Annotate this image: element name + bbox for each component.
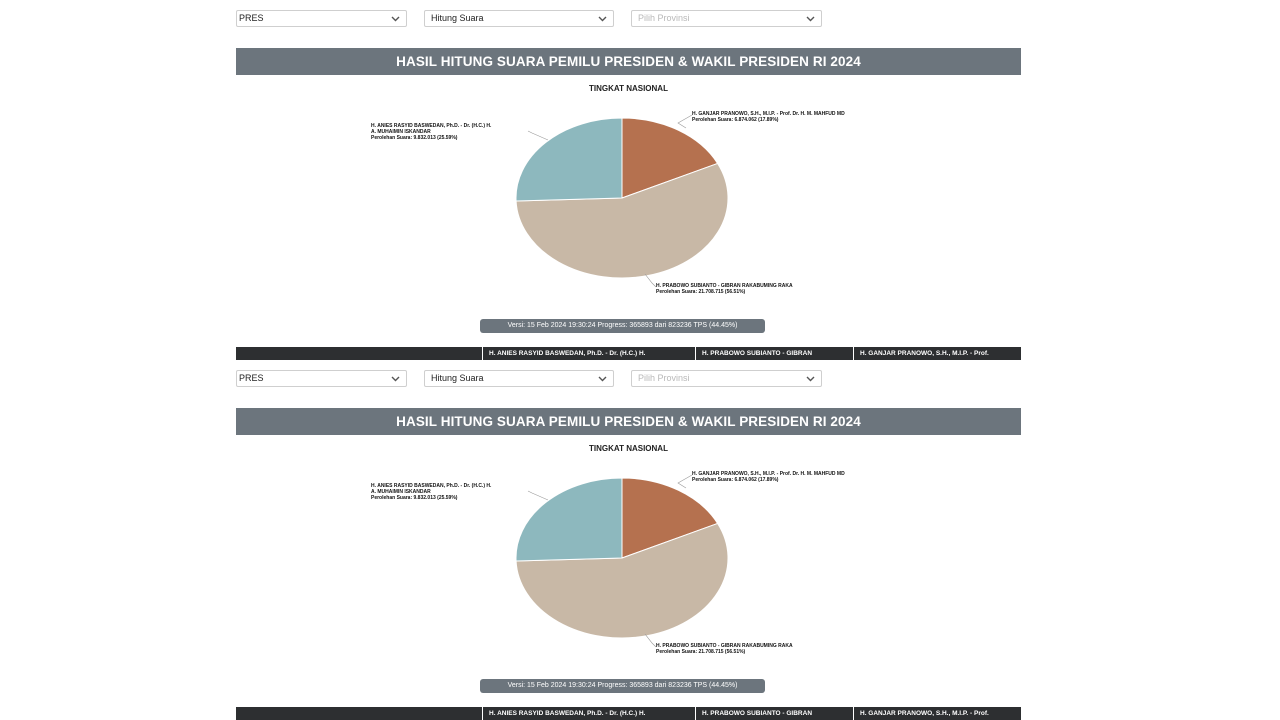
prabowo-name: H. PRABOWO SUBIANTO - GIBRAN RAKABUMING … xyxy=(656,283,793,289)
label-leader-line xyxy=(527,130,549,141)
anies-votes: Perolehan Suara: 9.832.013 (25.59%) xyxy=(371,135,458,141)
header-prabowo[interactable]: H. PRABOWO SUBIANTO - GIBRAN xyxy=(695,347,853,360)
page-title: HASIL HITUNG SUARA PEMILU PRESIDEN & WAK… xyxy=(236,408,1021,435)
mode-select[interactable]: Hitung Suara xyxy=(424,370,614,387)
anies-name-line2: A. MUHAIMIN ISKANDAR xyxy=(371,129,431,135)
province-select[interactable]: Pilih Provinsi xyxy=(631,370,822,387)
anies-name-line1: H. ANIES RASYID BASWEDAN, Ph.D. - Dr. (H… xyxy=(371,123,492,129)
chevron-down-icon xyxy=(598,376,607,382)
chart-subtitle: TINGKAT NASIONAL xyxy=(589,444,668,453)
anies-name-line1: H. ANIES RASYID BASWEDAN, Ph.D. - Dr. (H… xyxy=(371,483,492,489)
election-panel: PRES Hitung Suara Pilih Provinsi HASIL H… xyxy=(0,360,1280,720)
election-type-value: PRES xyxy=(239,373,264,383)
label-ganjar: H. GANJAR PRANOWO, S.H., M.I.P. - Prof. … xyxy=(692,471,912,483)
ganjar-name: H. GANJAR PRANOWO, S.H., M.I.P. - Prof. … xyxy=(692,111,845,117)
pie-chart xyxy=(515,474,729,648)
header-anies[interactable]: H. ANIES RASYID BASWEDAN, Ph.D. - Dr. (H… xyxy=(482,347,695,360)
header-ganjar[interactable]: H. GANJAR PRANOWO, S.H., M.I.P. - Prof. xyxy=(853,707,1021,720)
anies-name-line2: A. MUHAIMIN ISKANDAR xyxy=(371,489,431,495)
header-anies[interactable]: H. ANIES RASYID BASWEDAN, Ph.D. - Dr. (H… xyxy=(482,707,695,720)
election-type-value: PRES xyxy=(239,13,264,23)
election-type-select[interactable]: PRES xyxy=(236,10,407,27)
label-prabowo: H. PRABOWO SUBIANTO - GIBRAN RAKABUMING … xyxy=(656,643,856,655)
label-leader-line xyxy=(677,474,693,489)
election-type-select[interactable]: PRES xyxy=(236,370,407,387)
prabowo-votes: Perolehan Suara: 21.708.715 (56.51%) xyxy=(656,649,746,655)
label-prabowo: H. PRABOWO SUBIANTO - GIBRAN RAKABUMING … xyxy=(656,283,856,295)
chevron-down-icon xyxy=(391,16,400,22)
mode-value: Hitung Suara xyxy=(431,13,484,23)
prabowo-name: H. PRABOWO SUBIANTO - GIBRAN RAKABUMING … xyxy=(656,643,793,649)
label-leader-line xyxy=(527,490,549,501)
pie-slice-ganjar[interactable] xyxy=(621,117,719,199)
label-leader-line xyxy=(644,273,657,288)
prabowo-votes: Perolehan Suara: 21.708.715 (56.51%) xyxy=(656,289,746,295)
chevron-down-icon xyxy=(598,16,607,22)
ganjar-votes: Perolehan Suara: 6.874.062 (17.89%) xyxy=(692,117,779,123)
header-prabowo[interactable]: H. PRABOWO SUBIANTO - GIBRAN xyxy=(695,707,853,720)
chevron-down-icon xyxy=(806,376,815,382)
chart-subtitle: TINGKAT NASIONAL xyxy=(589,84,668,93)
election-panel: PRES Hitung Suara Pilih Provinsi HASIL H… xyxy=(236,10,1021,360)
anies-votes: Perolehan Suara: 9.832.013 (25.59%) xyxy=(371,495,458,501)
table-header: H. ANIES RASYID BASWEDAN, Ph.D. - Dr. (H… xyxy=(236,707,1021,720)
ganjar-votes: Perolehan Suara: 6.874.062 (17.89%) xyxy=(692,477,779,483)
pie-slice-prabowo[interactable] xyxy=(515,522,729,639)
page-title: HASIL HITUNG SUARA PEMILU PRESIDEN & WAK… xyxy=(236,48,1021,75)
mode-value: Hitung Suara xyxy=(431,373,484,383)
province-placeholder: Pilih Provinsi xyxy=(638,373,690,383)
version-badge: Versi: 15 Feb 2024 19:30:24 Progress: 36… xyxy=(480,679,765,693)
header-ganjar[interactable]: H. GANJAR PRANOWO, S.H., M.I.P. - Prof. xyxy=(853,347,1021,360)
label-anies: H. ANIES RASYID BASWEDAN, Ph.D. - Dr. (H… xyxy=(371,123,533,141)
chevron-down-icon xyxy=(391,376,400,382)
table-header: H. ANIES RASYID BASWEDAN, Ph.D. - Dr. (H… xyxy=(236,347,1021,360)
version-badge: Versi: 15 Feb 2024 19:30:24 Progress: 36… xyxy=(480,319,765,333)
mode-select[interactable]: Hitung Suara xyxy=(424,10,614,27)
province-placeholder: Pilih Provinsi xyxy=(638,13,690,23)
label-leader-line xyxy=(677,114,693,129)
ganjar-name: H. GANJAR PRANOWO, S.H., M.I.P. - Prof. … xyxy=(692,471,845,477)
label-leader-line xyxy=(644,633,657,648)
pie-slice-anies[interactable] xyxy=(515,477,623,562)
pie-slice-prabowo[interactable] xyxy=(515,162,729,279)
province-select[interactable]: Pilih Provinsi xyxy=(631,10,822,27)
pie-chart xyxy=(515,114,729,288)
chevron-down-icon xyxy=(806,16,815,22)
label-anies: H. ANIES RASYID BASWEDAN, Ph.D. - Dr. (H… xyxy=(371,483,533,501)
label-ganjar: H. GANJAR PRANOWO, S.H., M.I.P. - Prof. … xyxy=(692,111,912,123)
pie-slice-anies[interactable] xyxy=(515,117,623,202)
pie-slice-ganjar[interactable] xyxy=(621,477,719,559)
